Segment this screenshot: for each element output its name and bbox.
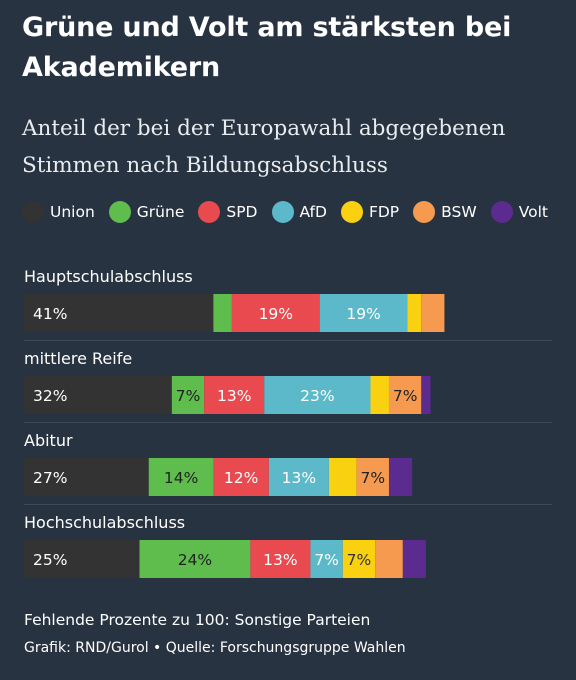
bar-segment [24, 458, 149, 496]
bar-segment [213, 458, 269, 496]
bar-segment [268, 458, 329, 496]
bar-segment [24, 376, 172, 414]
legend-label: SPD [226, 203, 258, 221]
legend-swatch [22, 201, 44, 223]
bar-segment [402, 540, 426, 578]
legend-item: Grüne [108, 199, 185, 225]
data-label: 19% [259, 305, 293, 323]
data-label: 7% [176, 387, 201, 405]
legend-swatch [198, 201, 221, 223]
bar-segment [171, 376, 205, 414]
data-label: 13% [282, 469, 316, 487]
legend-item: AfD [271, 199, 327, 225]
bar-segment [24, 540, 140, 578]
bar-segment [407, 294, 422, 332]
category-label: mittlere Reife [24, 349, 133, 368]
bar-segment [231, 294, 320, 332]
data-label: 41% [33, 305, 67, 323]
data-label: 24% [178, 551, 212, 569]
data-label: 13% [217, 387, 251, 405]
data-label: 12% [224, 469, 258, 487]
legend-swatch [271, 201, 294, 223]
group-divider [24, 504, 552, 505]
bar-segment [213, 294, 232, 332]
data-label: 7% [361, 469, 386, 487]
data-label: 7% [393, 387, 418, 405]
category-label: Hochschulabschluss [24, 513, 186, 532]
data-label: 27% [33, 469, 67, 487]
bar-segment [421, 376, 431, 414]
footnote: Fehlende Prozente zu 100: Sonstige Parte… [24, 611, 371, 629]
bar-segment [319, 294, 408, 332]
legend-label: AfD [299, 203, 327, 221]
bar-segment [148, 458, 214, 496]
group-divider [24, 422, 552, 423]
legend-item: BSW [413, 199, 477, 225]
bar-segment [24, 294, 214, 332]
group-divider [24, 340, 552, 341]
data-label: 25% [33, 551, 67, 569]
bar-segment [310, 540, 343, 578]
legend-item: Volt [490, 199, 548, 225]
bar-segment [328, 458, 357, 496]
legend-label: BSW [441, 203, 477, 221]
bar-segment [356, 458, 389, 496]
legend-item: SPD [198, 199, 258, 225]
data-label: 19% [346, 305, 380, 323]
legend-label: Union [50, 203, 95, 221]
bar-segment [388, 376, 422, 414]
legend-swatch [340, 201, 363, 223]
bar-segment [342, 540, 376, 578]
data-label: 14% [164, 469, 198, 487]
chart-subtitle: Anteil der bei der Europawahl abgegebene… [22, 116, 506, 178]
bar-segment [139, 540, 251, 578]
chart-title: Grüne und Volt am stärksten bei Akademik… [22, 12, 512, 83]
legend: Union Grüne SPD AfD FDP BSW Volt [22, 199, 562, 225]
category-label: Abitur [24, 431, 73, 450]
bar-segment [370, 376, 389, 414]
legend-label: Grüne [136, 203, 185, 221]
source-credit: Grafik: RND/Gurol • Quelle: Forschungsgr… [24, 640, 406, 656]
bar-segment [388, 458, 413, 496]
category-label: Hauptschulabschluss [24, 267, 193, 286]
data-label: 7% [347, 551, 372, 569]
data-label: 32% [33, 387, 67, 405]
bar-segment [250, 540, 311, 578]
legend-item: Union [22, 199, 95, 225]
bar-segment [421, 294, 445, 332]
data-label: 23% [300, 387, 334, 405]
data-label: 7% [314, 551, 339, 569]
legend-swatch [108, 201, 131, 223]
legend-swatch [490, 201, 513, 223]
legend-label: Volt [518, 203, 548, 221]
legend-swatch [413, 201, 436, 223]
bar-segment [204, 376, 265, 414]
legend-item: FDP [340, 199, 400, 225]
data-label: 13% [263, 551, 297, 569]
bar-segment [375, 540, 403, 578]
bar-segment [264, 376, 371, 414]
legend-label: FDP [368, 203, 400, 221]
